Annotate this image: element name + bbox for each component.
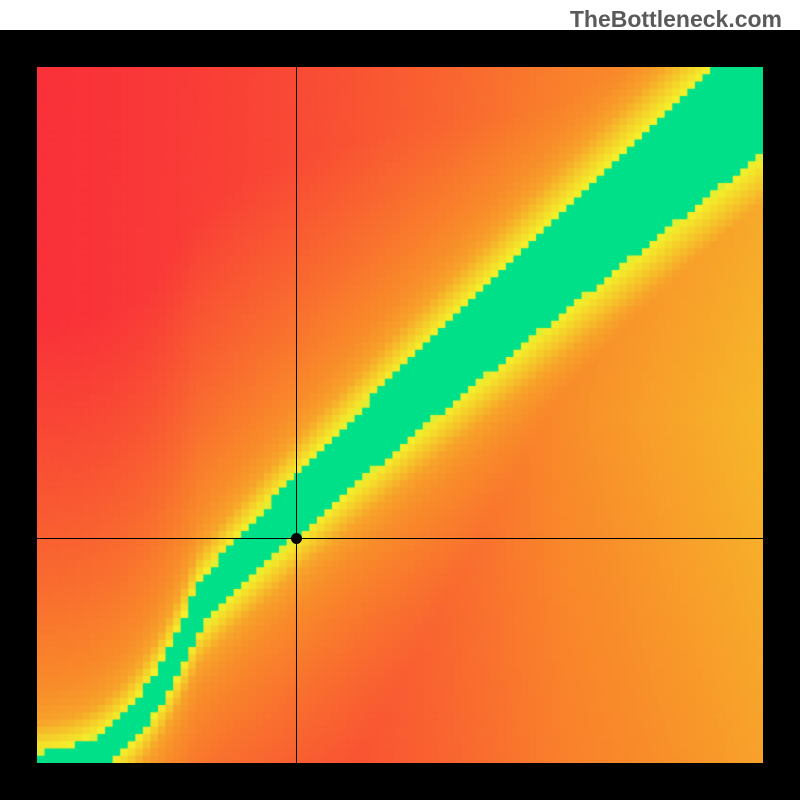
- crosshair-vertical: [296, 67, 297, 763]
- bottleneck-heatmap: [37, 67, 763, 763]
- crosshair-horizontal: [37, 538, 763, 539]
- chart-container: TheBottleneck.com: [0, 0, 800, 800]
- watermark-label: TheBottleneck.com: [570, 6, 782, 33]
